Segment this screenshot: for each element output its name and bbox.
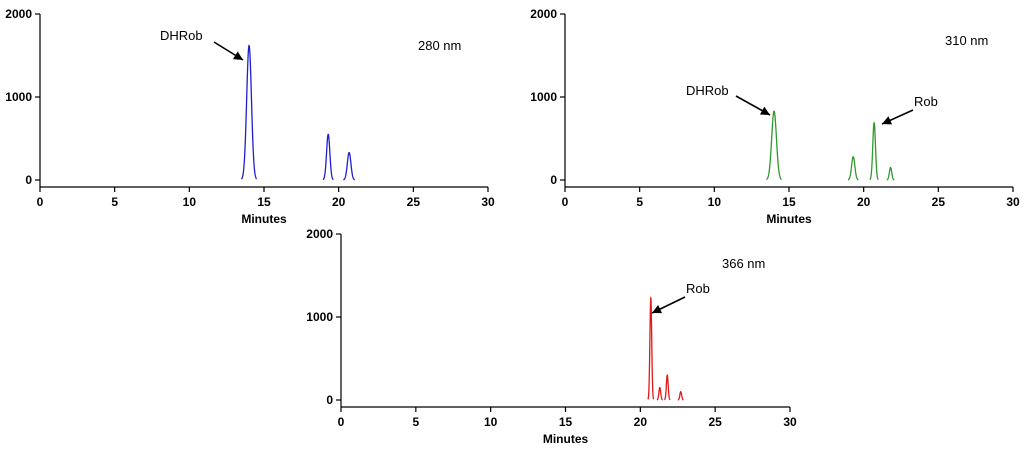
axis-ticks <box>35 13 489 192</box>
peak-annotations: DHRob Rob <box>686 83 938 125</box>
chromatogram-panel-280nm: 0 5 10 15 20 25 30 0 1000 2000 Minutes 280 nm DH… <box>5 7 495 226</box>
chromatogram-panel-310nm: 0 5 10 15 20 25 30 0 1000 2000 Minutes 310 nm DH… <box>530 7 1020 226</box>
peak-label: Rob <box>914 94 938 109</box>
x-axis-title: Minutes <box>766 212 812 226</box>
x-tick-label: 0 <box>562 195 569 209</box>
wavelength-label: 280 nm <box>418 38 461 53</box>
arrow-head <box>232 51 243 60</box>
y-tick-labels: 0 1000 2000 <box>5 7 32 187</box>
x-tick-label: 20 <box>332 195 346 209</box>
peak-annotations: DHRob <box>160 28 244 61</box>
y-tick-label: 2000 <box>530 7 557 21</box>
x-tick-label: 25 <box>407 195 421 209</box>
x-tick-labels: 0 5 10 15 20 25 30 <box>562 195 1020 209</box>
axis-ticks <box>560 13 1014 192</box>
trace-280nm <box>240 44 355 181</box>
y-tick-label: 0 <box>25 173 32 187</box>
x-axis-title: Minutes <box>543 432 589 446</box>
y-tick-label: 0 <box>550 173 557 187</box>
wavelength-label: 366 nm <box>722 256 765 271</box>
arrow-head <box>759 106 770 115</box>
peak-annotations: Rob <box>651 281 710 314</box>
x-tick-label: 30 <box>1006 195 1020 209</box>
x-axis-title: Minutes <box>241 212 287 226</box>
chromatogram-panel-366nm: 0 5 10 15 20 25 30 0 1000 2000 Minutes 366 nm Ro… <box>306 227 797 446</box>
x-tick-label: 5 <box>412 415 419 429</box>
x-tick-label: 10 <box>708 195 722 209</box>
x-tick-label: 10 <box>484 415 498 429</box>
x-tick-label: 0 <box>338 415 345 429</box>
y-tick-label: 2000 <box>5 7 32 21</box>
y-tick-label: 2000 <box>306 227 333 241</box>
peak-label: Rob <box>686 281 710 296</box>
x-tick-label: 5 <box>636 195 643 209</box>
arrow-head <box>652 305 663 314</box>
x-tick-label: 20 <box>634 415 648 429</box>
trace-366nm <box>647 296 684 401</box>
x-tick-label: 5 <box>111 195 118 209</box>
y-tick-label: 1000 <box>5 90 32 104</box>
y-tick-label: 1000 <box>530 90 557 104</box>
x-tick-label: 30 <box>783 415 797 429</box>
y-tick-label: 0 <box>326 393 333 407</box>
x-tick-label: 10 <box>183 195 197 209</box>
arrow-head <box>882 116 893 125</box>
x-tick-label: 15 <box>257 195 271 209</box>
y-tick-label: 1000 <box>306 310 333 324</box>
x-tick-labels: 0 5 10 15 20 25 30 <box>37 195 495 209</box>
x-tick-label: 15 <box>782 195 796 209</box>
peak-label: DHRob <box>160 28 203 43</box>
wavelength-label: 310 nm <box>945 33 988 48</box>
y-tick-labels: 0 1000 2000 <box>306 227 333 407</box>
axis-ticks <box>336 233 791 412</box>
x-tick-label: 25 <box>708 415 722 429</box>
x-tick-label: 30 <box>481 195 495 209</box>
x-tick-labels: 0 5 10 15 20 25 30 <box>338 415 797 429</box>
y-tick-labels: 0 1000 2000 <box>530 7 557 187</box>
x-tick-label: 20 <box>857 195 871 209</box>
peak-label: DHRob <box>686 83 729 98</box>
trace-310nm <box>766 110 895 181</box>
x-tick-label: 0 <box>37 195 44 209</box>
x-tick-label: 25 <box>932 195 946 209</box>
x-tick-label: 15 <box>559 415 573 429</box>
